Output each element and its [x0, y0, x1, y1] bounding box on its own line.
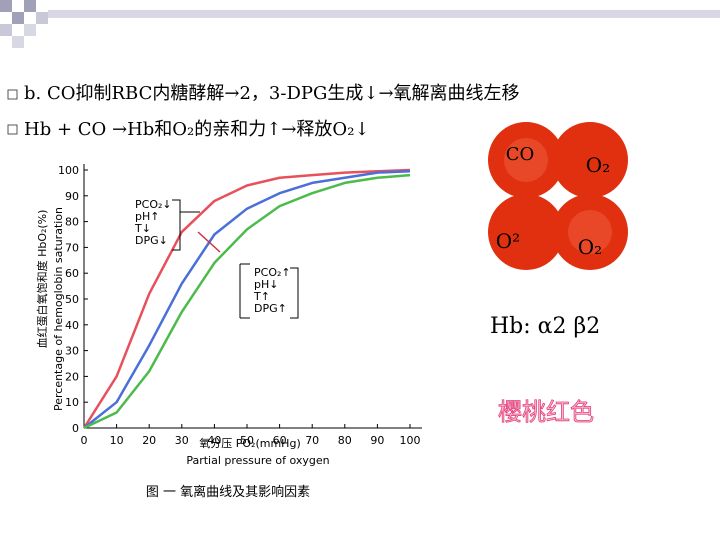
bracket: [172, 199, 181, 251]
chart: 0 10 20 30 40 50 60 70 80 90 100 0 10 20 30 40 50 60 70 80 9…: [35, 164, 422, 500]
annotation: T↓: [134, 222, 151, 235]
y-tick-label: 70: [65, 241, 79, 254]
annotation: T↑: [253, 290, 270, 303]
curve: [83, 170, 411, 429]
x-tick-label: 10: [110, 434, 124, 447]
x-tick-label: 50: [240, 434, 254, 447]
circle-label: O₂: [578, 235, 602, 259]
annotation: DPG↓: [135, 234, 168, 247]
x-tick-label: 90: [370, 434, 384, 447]
x-tick-label: 20: [142, 434, 156, 447]
bullet: [7, 89, 18, 100]
x-tick-label: 40: [207, 434, 221, 447]
color-note: 樱桃红色: [498, 398, 594, 426]
annotation: pH↓: [254, 278, 278, 291]
curve: [82, 168, 411, 429]
circle-label: O²: [496, 229, 520, 253]
annotation: PCO₂↓: [135, 198, 172, 211]
circle-label: CO: [506, 144, 535, 165]
curve: [83, 173, 411, 430]
annotation: DPG↑: [254, 302, 287, 315]
top-bar: [48, 10, 720, 18]
x-tick-label: 70: [305, 434, 319, 447]
caption: 图 一 氧离曲线及其影响因素: [146, 484, 310, 500]
y-tick-label: 20: [65, 370, 79, 383]
x-axis-label: Partial pressure of oxygen: [186, 454, 329, 467]
text-line: Hb + CO →Hb和O₂的亲和力↑→释放O₂↓: [24, 119, 370, 140]
hemoglobin-diagram: [488, 122, 628, 270]
annotation: pH↑: [135, 210, 159, 223]
y-tick-label: 0: [72, 422, 79, 435]
x-tick-label: 80: [338, 434, 352, 447]
annotation: PCO₂↑: [254, 266, 291, 279]
hb-label: Hb: α2 β2: [490, 314, 600, 339]
x-tick-label: 30: [175, 434, 189, 447]
y-axis-label: Percentage of hemoglobin saturation: [52, 207, 65, 411]
y-tick-label: 10: [65, 396, 79, 409]
y-axis-label: 血红蛋白氧饱和度 HbO₂(%): [35, 210, 49, 349]
y-tick-label: 90: [65, 190, 79, 203]
y-tick-label: 80: [65, 216, 79, 229]
circle-label: O₂: [586, 153, 610, 177]
text-line: b. CO抑制RBC内糖酵解→2，3-DPG生成↓→氧解离曲线左移: [24, 83, 520, 104]
x-tick-label: 0: [81, 434, 88, 447]
y-tick-label: 30: [65, 345, 79, 358]
y-tick-label: 40: [65, 319, 79, 332]
x-axis-label: 氧分压 PO₂(mmHg): [199, 436, 300, 450]
bracket: [290, 267, 299, 319]
y-tick-label: 60: [65, 267, 79, 280]
corner-decoration: [0, 0, 48, 48]
y-tick-label: 50: [65, 293, 79, 306]
y-tick-label: 100: [58, 164, 79, 177]
x-tick-label: 100: [400, 434, 421, 447]
shift-arrow: [197, 231, 221, 253]
bullet: [7, 124, 18, 135]
x-tick-label: 60: [273, 434, 287, 447]
